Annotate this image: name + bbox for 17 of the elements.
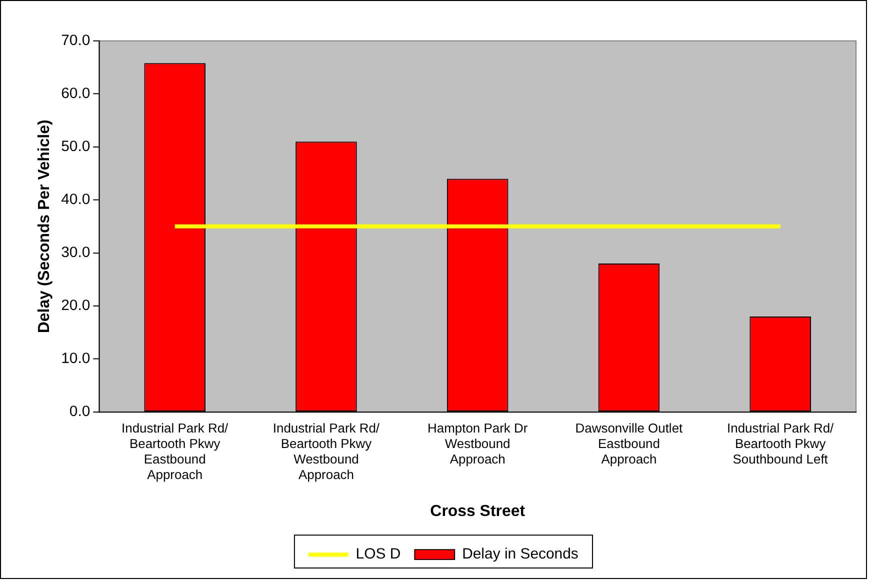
y-tick-label: 20.0 [61,297,90,314]
y-tick-label: 10.0 [61,350,90,368]
y-tick-label: 30.0 [61,244,90,262]
y-tick-label: 40.0 [61,191,90,208]
y-tick-label: 50.0 [61,138,90,156]
x-tick-label: Industrial Park Rd/ Beartooth Pkwy Westbound Approach [272,420,380,482]
y-tick-label: 70.0 [61,32,90,49]
y-tick-label: 0.0 [69,403,90,420]
y-axis-title: Delay (Seconds Per Vehicle) [36,120,53,334]
x-tick-label: Dawsonville Outlet Eastbound Approach [575,420,684,466]
y-tick-label: 60.0 [61,85,90,102]
x-tick-label: Industrial Park Rd/ Beartooth Pkwy Southbound Left [727,420,834,466]
legend-label: Delay in Seconds [462,546,578,563]
x-axis-title: Cross Street [430,503,526,520]
x-tick-label: Hampton Park Dr Westbound Approach [428,420,528,466]
legend-label: LOS D [356,546,401,563]
x-tick-label: Industrial Park Rd/ Beartooth Pkwy Eastbound Approach [122,420,229,482]
